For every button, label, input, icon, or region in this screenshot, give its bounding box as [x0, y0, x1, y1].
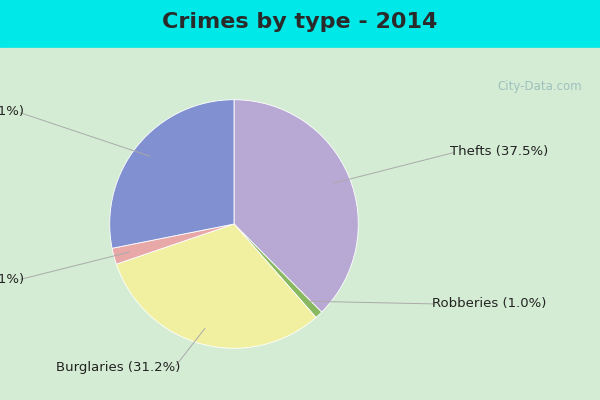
Wedge shape — [110, 100, 234, 248]
Wedge shape — [112, 224, 234, 264]
Text: Auto thefts (2.1%): Auto thefts (2.1%) — [0, 274, 24, 286]
Wedge shape — [234, 224, 322, 318]
Text: Crimes by type - 2014: Crimes by type - 2014 — [163, 12, 437, 32]
Text: Burglaries (31.2%): Burglaries (31.2%) — [56, 362, 180, 374]
Text: City-Data.com: City-Data.com — [497, 80, 582, 93]
Wedge shape — [234, 100, 358, 312]
Text: Robberies (1.0%): Robberies (1.0%) — [432, 298, 547, 310]
Text: Thefts (37.5%): Thefts (37.5%) — [450, 146, 548, 158]
Text: Assaults (28.1%): Assaults (28.1%) — [0, 106, 24, 118]
Wedge shape — [116, 224, 316, 348]
